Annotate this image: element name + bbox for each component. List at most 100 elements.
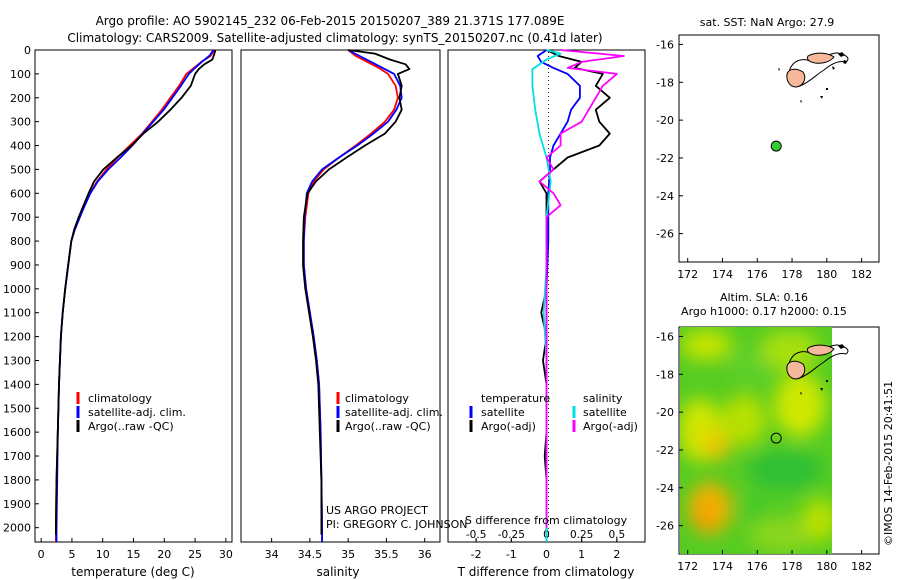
t-diff-label: T difference from climatology (457, 565, 635, 579)
depth-tick-label: 900 (10, 259, 31, 272)
x-tick-label: 15 (127, 548, 141, 561)
x-tick-label: -1 (506, 548, 517, 561)
map-x-tick-label: 182 (851, 268, 872, 281)
map-y-tick-label: -20 (656, 406, 674, 419)
imos-watermark: ©IMOS 14-Feb-2015 20:41:51 (882, 381, 895, 546)
legend-argo: Argo(..raw -QC) (88, 420, 174, 433)
legend-s-satellite: satellite (583, 406, 627, 419)
satellite-line (302, 49, 403, 542)
salinity-legend: climatology satellite-adj. clim. Argo(..… (336, 392, 443, 433)
sla-map-coastline (786, 344, 849, 395)
depth-tick-label: 600 (10, 187, 31, 200)
map-x-tick-label: 180 (816, 560, 837, 573)
temperature-legend: climatology satellite-adj. clim. Argo(..… (76, 392, 186, 433)
depth-tick-label: 2000 (3, 522, 31, 535)
x-tick-label: 1 (578, 548, 585, 561)
difference-t-ticks: -2 -1 0 1 2 (471, 538, 620, 561)
difference-s-ticks: -0.5 -0.25 0 0.25 0.5 (466, 529, 625, 542)
difference-legend: temperature salinity satellite Argo(-adj… (469, 392, 638, 433)
s-tick-label: -0.25 (498, 529, 525, 541)
x-tick-label: 5 (68, 548, 75, 561)
map-x-tick-label: 182 (851, 560, 872, 573)
difference-lines (531, 49, 625, 542)
sst-map-title: sat. SST: NaN Argo: 27.9 (700, 16, 834, 29)
depth-tick-label: 1200 (3, 331, 31, 344)
s-argo-line (538, 49, 625, 528)
map-y-tick-label: -22 (656, 444, 674, 457)
depth-tick-label: 0 (24, 44, 31, 57)
argo-position-circle (770, 432, 782, 444)
depth-tick-label: 1600 (3, 426, 31, 439)
s-tick-label: 0.5 (609, 529, 626, 541)
x-tick-label: 36 (418, 548, 432, 561)
map-y-tick-label: -16 (656, 38, 674, 51)
map-y-tick-label: -20 (656, 114, 674, 127)
sst-map-axes: 172 174 176 178 180 182 -16 -18 -20 -22 -24 -26 (656, 38, 872, 281)
depth-tick-label: 400 (10, 140, 31, 153)
map-x-tick-label: 178 (782, 268, 803, 281)
x-tick-label: 35.5 (374, 548, 399, 561)
legend-satellite: satellite-adj. clim. (88, 406, 186, 419)
map-y-tick-label: -24 (656, 190, 674, 203)
climatology-line (55, 49, 216, 542)
map-y-tick-label: -22 (656, 152, 674, 165)
map-x-tick-label: 172 (677, 560, 698, 573)
map-y-tick-label: -26 (656, 228, 674, 241)
map-x-tick-label: 174 (712, 268, 733, 281)
legend-climatology: climatology (345, 392, 409, 405)
legend-salinity-heading: salinity (583, 392, 623, 405)
x-tick-label: 30 (219, 548, 233, 561)
temperature-lines (55, 49, 217, 542)
salinity-panel (240, 49, 441, 543)
climatology-line (302, 49, 399, 542)
depth-tick-label: 1500 (3, 402, 31, 415)
legend-temperature-heading: temperature (481, 392, 550, 405)
legend-satellite: satellite-adj. clim. (345, 406, 443, 419)
title-line-2: Climatology: CARS2009. Satellite-adjuste… (67, 31, 602, 45)
depth-tick-label: 800 (10, 235, 31, 248)
legend-argo: Argo(..raw -QC) (345, 420, 431, 433)
argo-line (302, 49, 411, 535)
x-tick-label: 20 (157, 548, 171, 561)
project-label: US ARGO PROJECT (326, 504, 428, 517)
map-y-tick-label: -18 (656, 76, 674, 89)
depth-tick-label: 1800 (3, 474, 31, 487)
salinity-x-label: salinity (316, 565, 359, 579)
map-x-tick-label: 172 (677, 268, 698, 281)
depth-tick-label: 1900 (3, 498, 31, 511)
map-x-tick-label: 178 (782, 560, 803, 573)
depth-tick-label: 1400 (3, 378, 31, 391)
sla-map-title: Altim. SLA: 0.16 (720, 291, 808, 304)
depth-tick-label: 1700 (3, 450, 31, 463)
pi-label: PI: GREGORY C. JOHNSON (326, 518, 467, 531)
x-tick-label: 2 (613, 548, 620, 561)
legend-climatology: climatology (88, 392, 152, 405)
x-tick-label: -2 (471, 548, 482, 561)
depth-tick-label: 1300 (3, 354, 31, 367)
depth-axis: 0 100 200 300 400 500 600 700 800 900 1000 1100 1200… (3, 44, 39, 535)
legend-t-argo: Argo(-adj) (481, 420, 536, 433)
temperature-x-ticks: 0 5 10 15 20 25 30 (38, 538, 233, 561)
argo-line (55, 49, 217, 535)
map-y-tick-label: -18 (656, 368, 674, 381)
x-tick-label: 10 (96, 548, 110, 561)
depth-tick-label: 300 (10, 116, 31, 129)
s-diff-label: S difference from climatology (465, 514, 628, 527)
sla-map-subtitle: Argo h1000: 0.17 h2000: 0.15 (681, 305, 847, 318)
map-y-tick-label: -24 (656, 482, 674, 495)
depth-tick-label: 200 (10, 92, 31, 105)
map-x-tick-label: 180 (816, 268, 837, 281)
map-x-tick-label: 176 (747, 560, 768, 573)
salinity-x-ticks: 34 34.5 35 35.5 36 (265, 538, 432, 561)
temperature-x-label: temperature (deg C) (71, 565, 194, 579)
t-argo-line (538, 49, 611, 535)
map-x-tick-label: 176 (747, 268, 768, 281)
map-x-tick-label: 174 (712, 560, 733, 573)
depth-tick-label: 1000 (3, 283, 31, 296)
sst-map-coastline (778, 52, 849, 103)
x-tick-label: 25 (188, 548, 202, 561)
satellite-line (55, 49, 215, 542)
map-y-tick-label: -26 (656, 520, 674, 533)
depth-tick-label: 1100 (3, 307, 31, 320)
